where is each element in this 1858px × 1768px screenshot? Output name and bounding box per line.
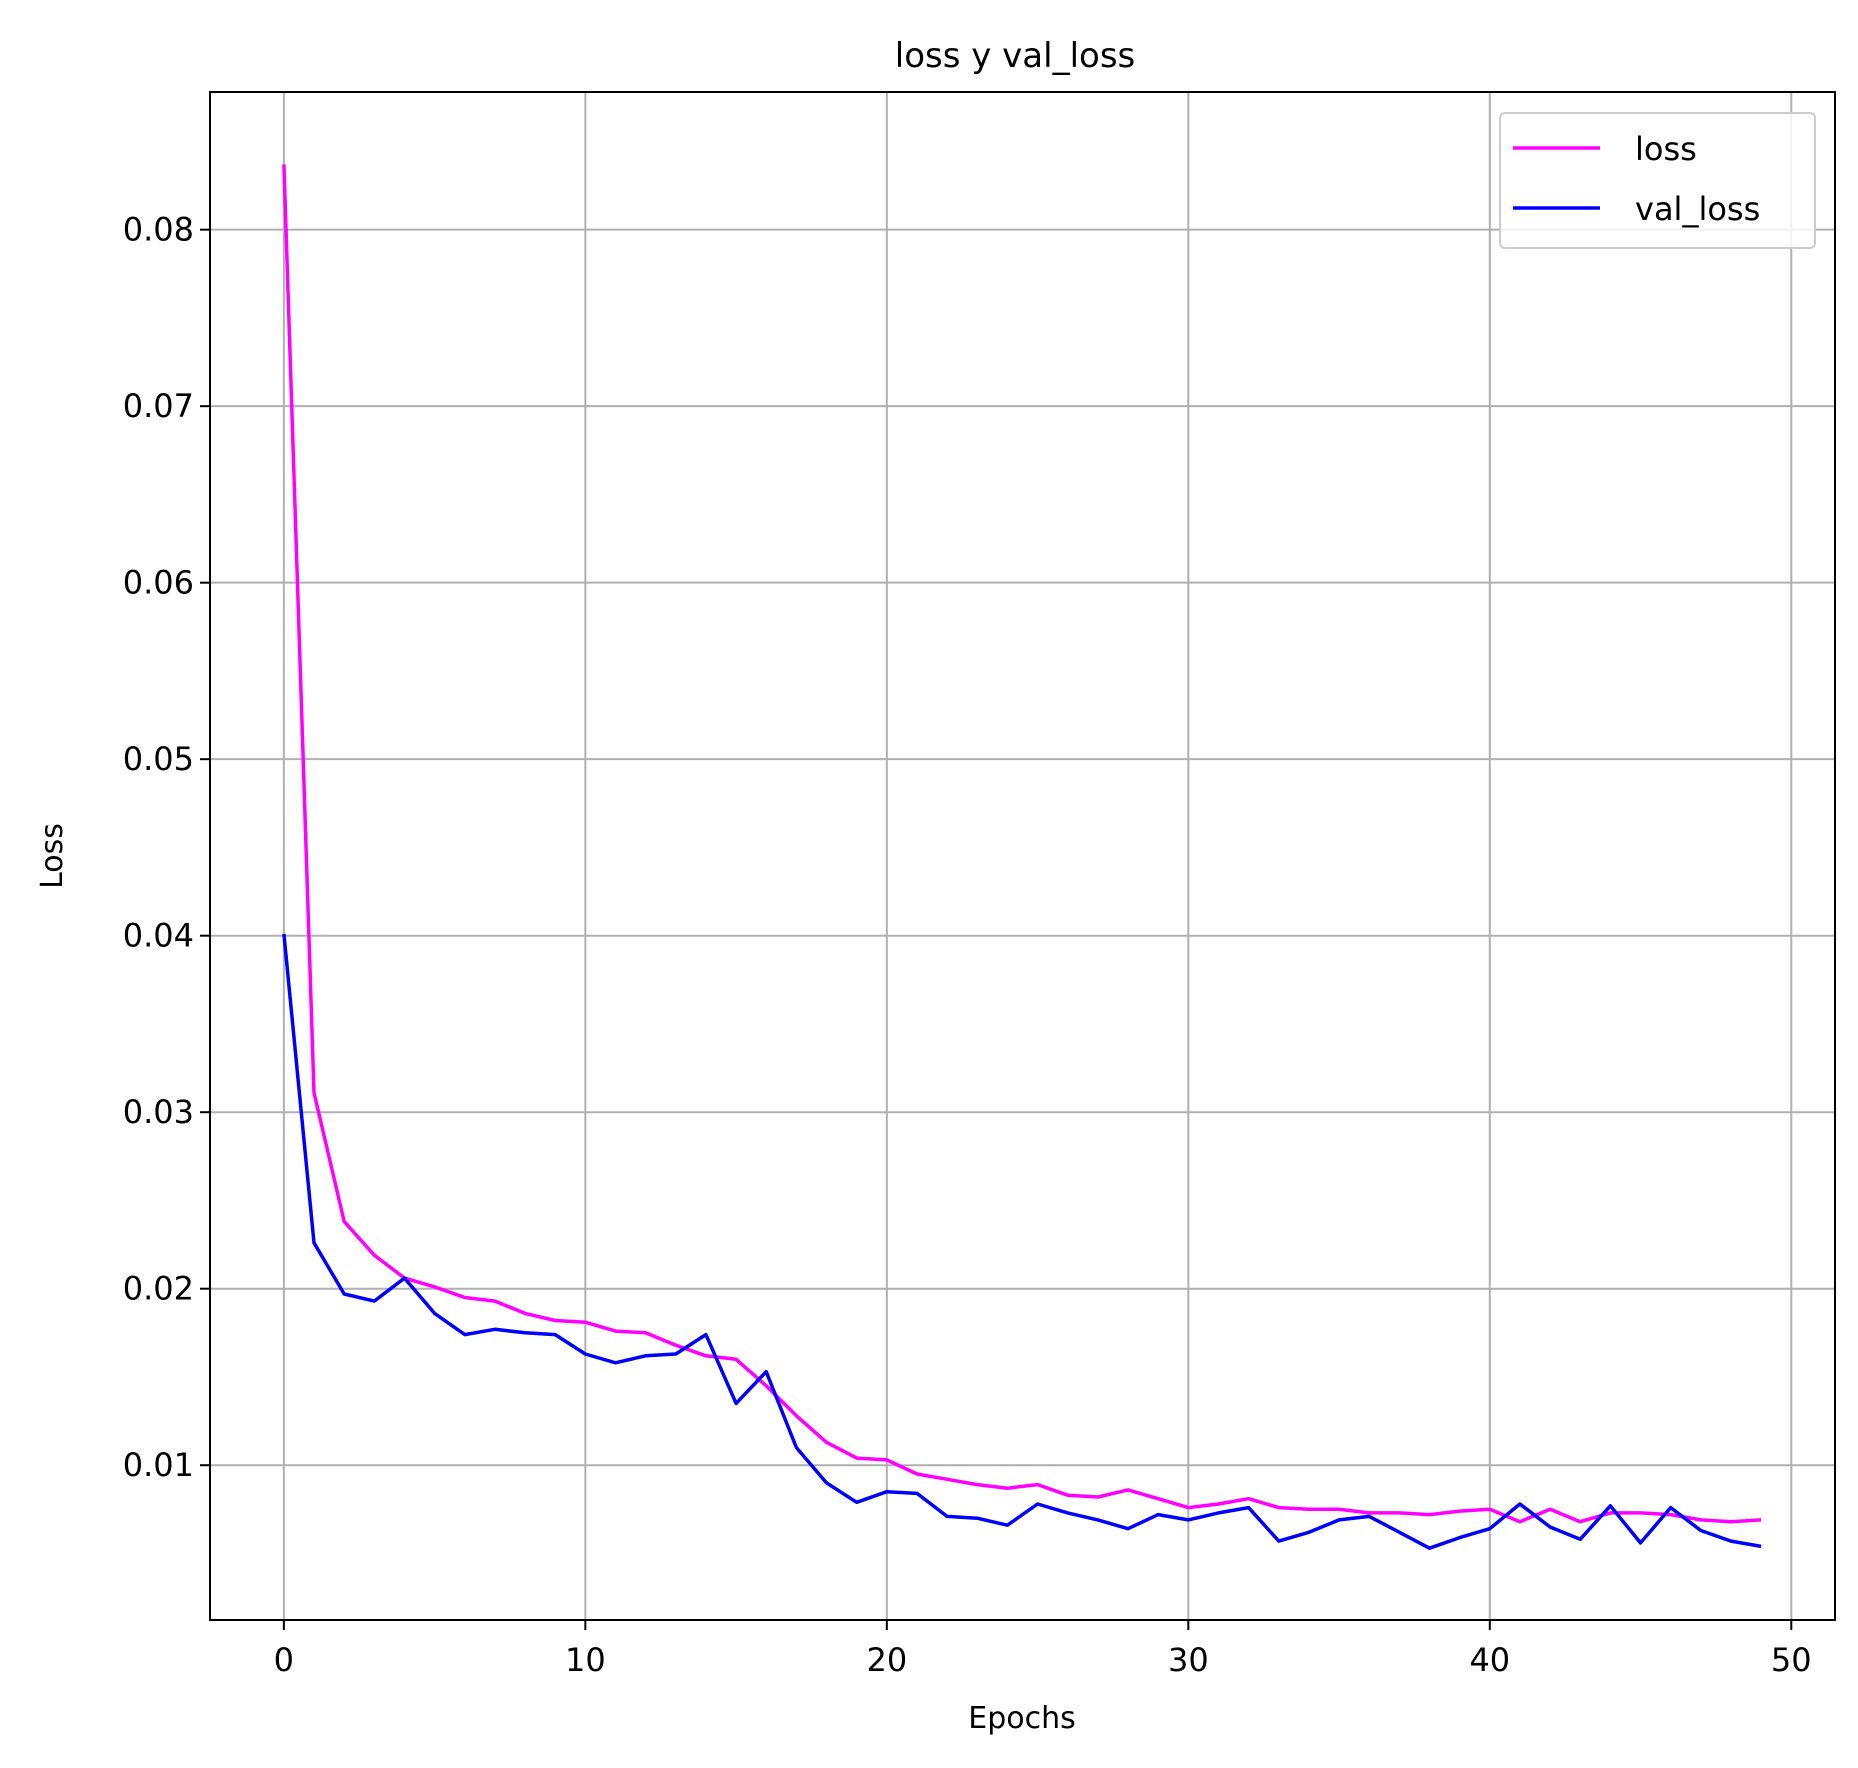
legend-label-val-loss: val_loss bbox=[1635, 190, 1760, 228]
y-tick-label: 0.03 bbox=[123, 1093, 194, 1131]
y-axis-label: Loss bbox=[35, 823, 70, 889]
chart-title: loss y val_loss bbox=[895, 36, 1136, 76]
grid bbox=[210, 92, 1835, 1620]
x-axis-ticks: 0 10 20 30 40 50 bbox=[274, 1620, 1812, 1679]
y-axis-ticks: 0.01 0.02 0.03 0.04 0.05 0.06 0.07 0.08 bbox=[123, 211, 210, 1484]
series-lines bbox=[282, 164, 1762, 1550]
legend: loss val_loss bbox=[1499, 112, 1816, 249]
y-tick-label: 0.08 bbox=[123, 211, 194, 249]
x-tick-label: 50 bbox=[1771, 1641, 1812, 1679]
x-tick-label: 20 bbox=[866, 1641, 907, 1679]
y-tick-label: 0.02 bbox=[123, 1270, 194, 1308]
series-line-val-loss bbox=[282, 933, 1762, 1550]
y-tick-label: 0.01 bbox=[123, 1446, 194, 1484]
x-tick-label: 30 bbox=[1168, 1641, 1209, 1679]
x-tick-label: 40 bbox=[1469, 1641, 1510, 1679]
series-line-loss bbox=[282, 164, 1762, 1524]
y-tick-label: 0.05 bbox=[123, 740, 194, 778]
y-tick-label: 0.04 bbox=[123, 917, 194, 955]
legend-label-loss: loss bbox=[1635, 130, 1697, 168]
y-tick-label: 0.06 bbox=[123, 564, 194, 602]
plot-frame bbox=[209, 91, 1836, 1621]
y-tick-label: 0.07 bbox=[123, 387, 194, 425]
x-axis-label: Epochs bbox=[968, 1701, 1076, 1736]
x-tick-label: 0 bbox=[274, 1641, 294, 1679]
x-tick-label: 10 bbox=[565, 1641, 606, 1679]
